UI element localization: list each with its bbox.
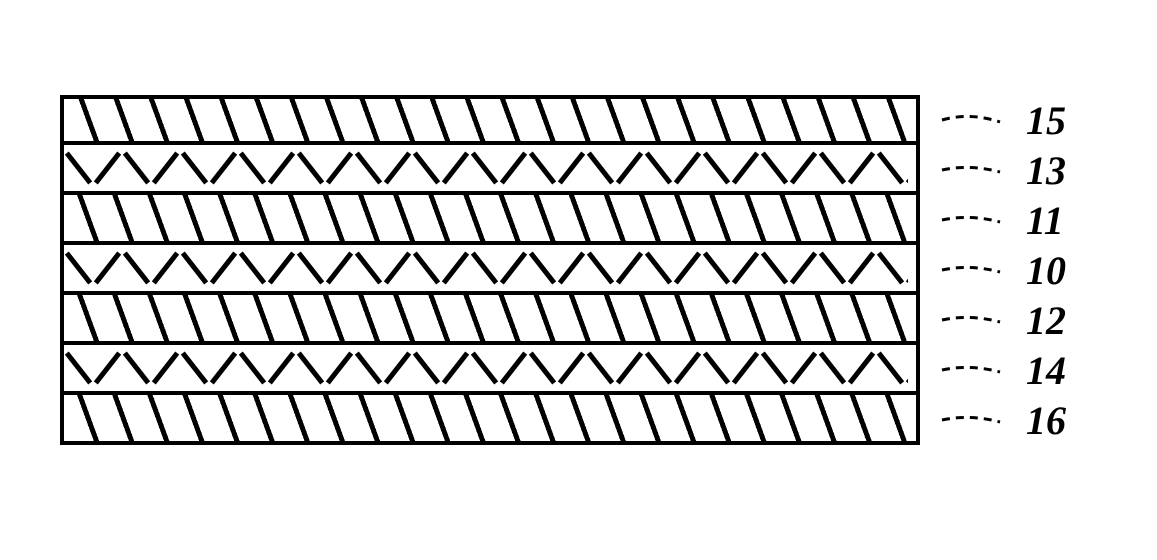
- layer-16: [60, 395, 920, 445]
- label-column: 15 13 11 10 12 14 16: [940, 95, 1066, 445]
- leader-line: [940, 260, 1020, 280]
- label-row-15: 15: [940, 95, 1066, 145]
- label-10: 10: [1026, 247, 1066, 294]
- layer-13: [60, 145, 920, 195]
- chevron-row: [64, 345, 916, 391]
- layer-15: [60, 95, 920, 145]
- leader-line: [940, 310, 1020, 330]
- figure-container: 15 13 11 10 12 14 16: [0, 0, 1157, 560]
- layer-11: [60, 195, 920, 245]
- label-row-11: 11: [940, 195, 1066, 245]
- label-12: 12: [1026, 297, 1066, 344]
- label-14: 14: [1026, 347, 1066, 394]
- leader-line: [940, 360, 1020, 380]
- label-16: 16: [1026, 397, 1066, 444]
- layer-10: [60, 245, 920, 295]
- chevron-row: [64, 245, 916, 291]
- leader-line: [940, 410, 1020, 430]
- layer-14: [60, 345, 920, 395]
- layer-12: [60, 295, 920, 345]
- label-row-14: 14: [940, 345, 1066, 395]
- label-row-16: 16: [940, 395, 1066, 445]
- chevron-row: [64, 145, 916, 191]
- label-11: 11: [1026, 197, 1064, 244]
- label-13: 13: [1026, 147, 1066, 194]
- label-row-13: 13: [940, 145, 1066, 195]
- leader-line: [940, 210, 1020, 230]
- label-row-12: 12: [940, 295, 1066, 345]
- leader-line: [940, 160, 1020, 180]
- leader-line: [940, 110, 1020, 130]
- label-15: 15: [1026, 97, 1066, 144]
- label-row-10: 10: [940, 245, 1066, 295]
- layer-stack: [60, 95, 920, 445]
